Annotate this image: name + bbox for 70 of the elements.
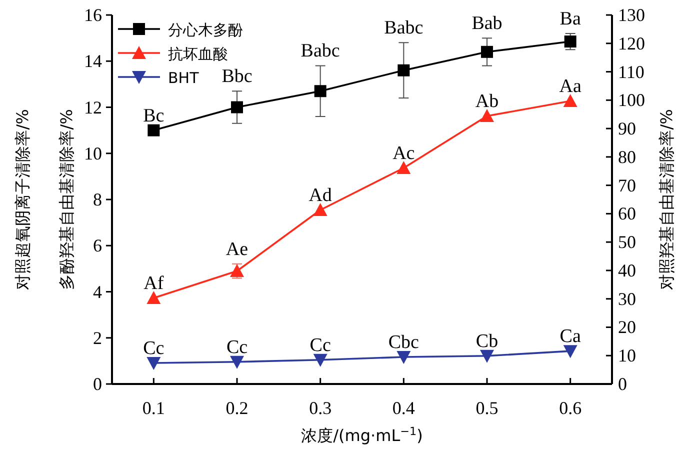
point xyxy=(481,46,493,58)
y2-tick-label: 10 xyxy=(618,346,636,366)
y-tick-label: 12 xyxy=(84,97,102,118)
y-tick-label: 10 xyxy=(84,143,102,164)
data-label: Babc xyxy=(384,18,424,39)
x-tick-label: 0.3 xyxy=(309,398,332,418)
point xyxy=(146,290,161,304)
y2-tick-label: 40 xyxy=(618,260,636,280)
y-tick-label: 4 xyxy=(93,282,102,302)
legend-label: 抗坏血酸 xyxy=(168,45,228,63)
point xyxy=(313,354,328,367)
point xyxy=(313,203,328,216)
point xyxy=(230,356,244,369)
data-label: Ab xyxy=(475,91,499,112)
data-label: Ac xyxy=(392,142,415,164)
y2-tick-label: 30 xyxy=(618,288,636,309)
x-tick-label: 0.4 xyxy=(392,398,415,418)
y2-tick-label: 80 xyxy=(618,146,636,167)
y-tick-label: 0 xyxy=(93,374,102,394)
y-tick-label: 16 xyxy=(84,5,102,25)
y2-tick-label: 70 xyxy=(618,175,636,196)
x-tick-label: 0.1 xyxy=(142,398,165,418)
y2-tick-label: 60 xyxy=(618,204,636,224)
data-label: Bc xyxy=(143,105,164,126)
y2-tick-label: 0 xyxy=(618,374,627,394)
y-tick-label: 8 xyxy=(93,190,102,210)
point xyxy=(146,356,161,370)
y2-axis-title: 对照羟基自由基清除率/% xyxy=(657,109,676,290)
point xyxy=(231,101,243,114)
data-label: Cbc xyxy=(388,332,419,354)
y2-tick-label: 100 xyxy=(618,90,645,110)
legend-label: 分心木多酚 xyxy=(168,21,243,39)
data-label: Cc xyxy=(310,334,331,356)
data-label: Ba xyxy=(560,8,582,30)
y2-tick-label: 110 xyxy=(618,62,644,82)
y2-tick-label: 50 xyxy=(618,232,636,252)
text: 对照超氧阴离子清除率/% xyxy=(13,109,32,290)
y2-tick-label: 90 xyxy=(618,118,636,139)
data-label: Aa xyxy=(559,76,582,98)
data-label: Bab xyxy=(472,13,502,34)
point xyxy=(396,160,411,174)
data-label: Ae xyxy=(226,238,248,260)
point xyxy=(314,85,326,98)
data-label: Ca xyxy=(560,326,582,348)
y-axis-title: 多酚羟基自由基清除率/% xyxy=(57,109,76,290)
data-label: Ad xyxy=(308,185,332,206)
point xyxy=(396,351,411,364)
point xyxy=(398,64,410,76)
y2-tick-label: 130 xyxy=(618,5,645,25)
point xyxy=(480,109,494,122)
x-axis-title: 浓度/(mg·mL$^{−1}$) xyxy=(301,424,423,445)
x-tick-label: 0.6 xyxy=(559,398,582,418)
legend-label: BHT xyxy=(168,69,200,87)
x-tick-label: 0.2 xyxy=(226,398,248,418)
y-tick-label: 2 xyxy=(93,328,102,348)
y-tick-label: 6 xyxy=(93,236,102,256)
data-label: Cc xyxy=(143,338,164,359)
point xyxy=(480,350,494,363)
y2-tick-label: 20 xyxy=(618,317,636,338)
x-tick-label: 0.5 xyxy=(476,398,498,418)
data-label: Cc xyxy=(226,336,248,358)
data-label: Babc xyxy=(300,40,340,62)
point xyxy=(563,345,578,358)
data-label: Bbc xyxy=(222,66,252,88)
point xyxy=(563,94,578,108)
data-label: Af xyxy=(144,272,164,294)
point xyxy=(148,124,160,136)
y-tick-label: 14 xyxy=(84,51,102,72)
y2-tick-label: 120 xyxy=(618,33,645,54)
data-label: Cb xyxy=(476,330,498,352)
